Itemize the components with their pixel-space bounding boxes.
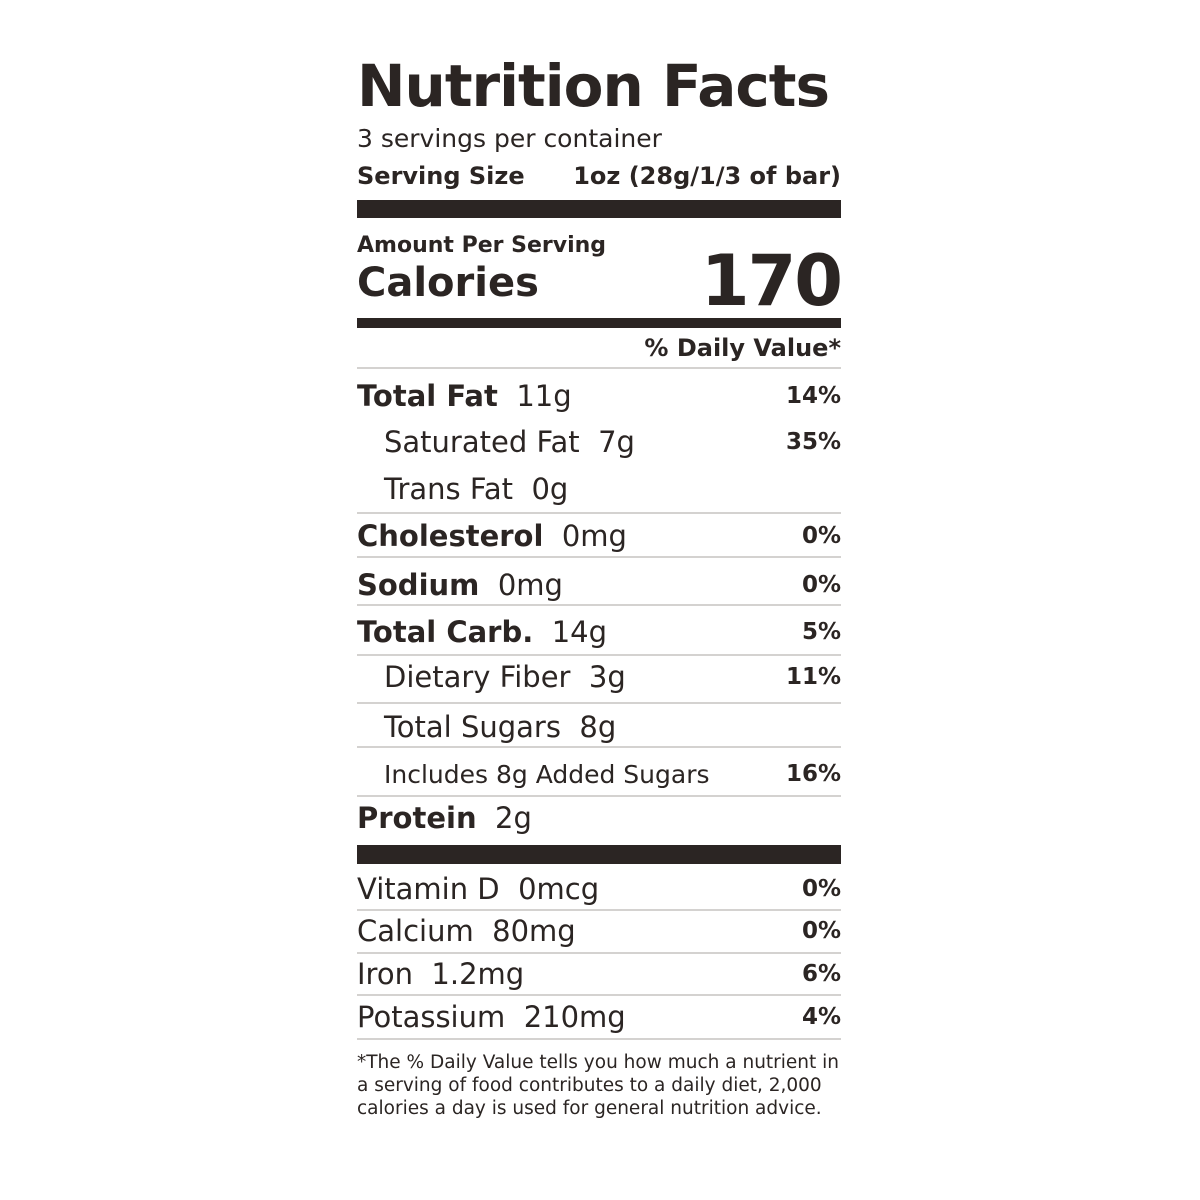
serving-size-label: Serving Size (357, 162, 525, 190)
thick-divider (357, 845, 841, 864)
amount-per-serving: Amount Per Serving (357, 233, 607, 258)
nutrient-row-total-sugars: Total Sugars 8g (384, 710, 617, 744)
divider (357, 795, 841, 797)
serving-size: Serving Size 1oz (28g/1/3 of bar) (357, 162, 841, 190)
nutrient-row-trans-fat: Trans Fat 0g (384, 472, 569, 506)
vitamin-row-iron: Iron 1.2mg 6% (357, 957, 841, 991)
calories-value: 170 (700, 240, 843, 322)
vitamin-row-potassium: Potassium 210mg 4% (357, 1000, 841, 1034)
nutrient-row-dietary-fiber: Dietary Fiber 3g 11% (384, 660, 841, 694)
divider (357, 654, 841, 656)
divider (357, 702, 841, 704)
divider (357, 952, 841, 954)
nutrient-row-protein: Protein 2g (357, 801, 532, 835)
divider (357, 994, 841, 996)
divider (357, 604, 841, 606)
nutrient-row-cholesterol: Cholesterol 0mg 0% (357, 519, 841, 553)
nutrition-facts-label: Nutrition Facts 3 servings per container… (357, 0, 843, 1200)
medium-divider (357, 318, 841, 328)
footnote: *The % Daily Value tells you how much a … (357, 1052, 840, 1119)
nutrient-row-saturated-fat: Saturated Fat 7g 35% (384, 425, 841, 459)
divider (357, 556, 841, 558)
vitamin-row-calcium: Calcium 80mg 0% (357, 914, 841, 948)
nutrient-row-total-carb: Total Carb. 14g 5% (357, 615, 841, 649)
divider (357, 909, 841, 911)
divider (357, 512, 841, 514)
servings-per-container: 3 servings per container (357, 124, 662, 153)
divider (357, 367, 841, 369)
nutrient-row-added-sugars: Includes 8g Added Sugars 16% (384, 759, 841, 789)
daily-value-header: % Daily Value* (644, 334, 841, 362)
divider (357, 746, 841, 748)
nutrient-row-total-fat: Total Fat 11g 14% (357, 379, 841, 413)
serving-size-value: 1oz (28g/1/3 of bar) (573, 162, 841, 190)
label-title: Nutrition Facts (357, 52, 830, 120)
divider (357, 1038, 841, 1040)
thick-divider (357, 200, 841, 218)
vitamin-row-vitamin-d: Vitamin D 0mcg 0% (357, 872, 841, 906)
calories-label: Calories (357, 260, 539, 306)
nutrient-row-sodium: Sodium 0mg 0% (357, 568, 841, 602)
